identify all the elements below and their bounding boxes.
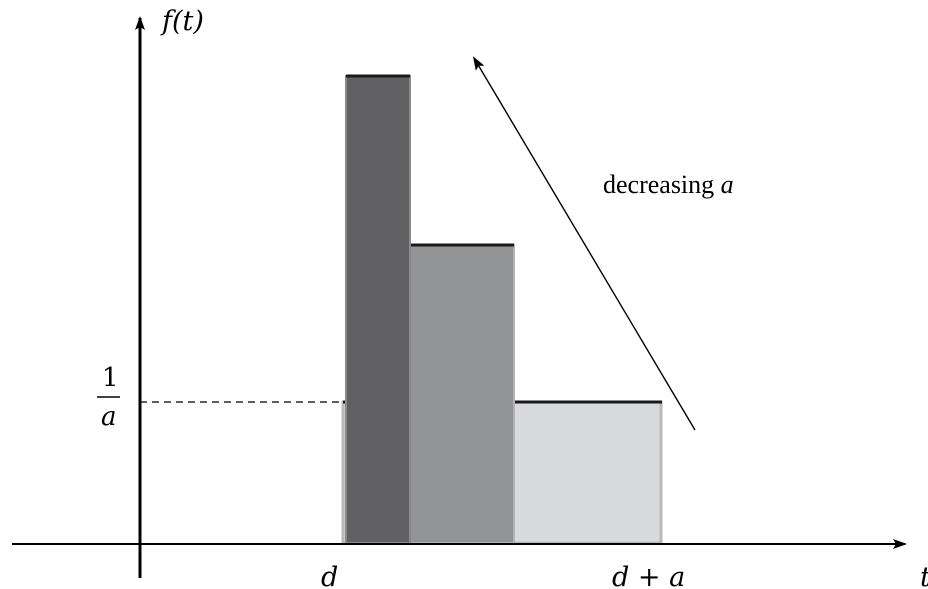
decreasing-word: decreasing <box>603 170 721 199</box>
y-axis-label: f(t) <box>160 6 204 37</box>
y-tick-fraction-denominator: a <box>101 402 117 432</box>
decreasing-a-label: decreasing a <box>603 170 734 199</box>
x-tick-d-plus-a: d + a <box>612 562 685 589</box>
x-tick-d: d <box>321 562 338 589</box>
middle-pulse-bar <box>409 244 515 544</box>
x-axis-label: t <box>920 562 928 589</box>
tallest-pulse-bar <box>345 75 411 544</box>
decreasing-variable: a <box>721 170 734 199</box>
y-tick-fraction-numerator: 1 <box>102 363 119 393</box>
decreasing-a-arrow <box>472 56 696 431</box>
